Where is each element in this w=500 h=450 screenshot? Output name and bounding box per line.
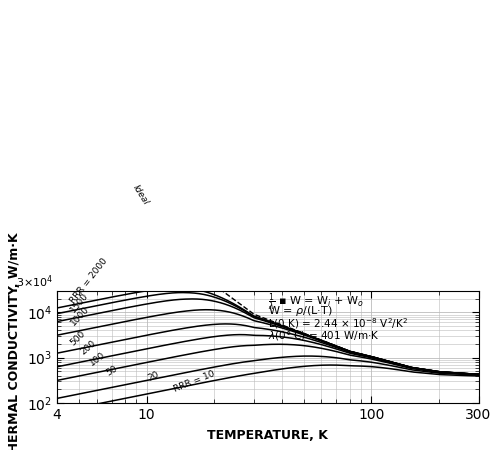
Text: 1000: 1000	[68, 305, 91, 328]
Text: L(0 K) = 2.44 × 10$^{-8}$ V$^2$/K$^2$: L(0 K) = 2.44 × 10$^{-8}$ V$^2$/K$^2$	[268, 317, 408, 332]
Text: $\lambda$(0° C) = 401 W/m·K: $\lambda$(0° C) = 401 W/m·K	[268, 329, 380, 342]
Text: $\frac{1}{\lambda}$ ▪ W = W$_i$ + W$_o$: $\frac{1}{\lambda}$ ▪ W = W$_i$ + W$_o$	[268, 292, 364, 314]
Text: 3$\times$10$^4$: 3$\times$10$^4$	[16, 274, 53, 290]
Text: 500: 500	[68, 329, 87, 348]
X-axis label: TEMPERATURE, K: TEMPERATURE, K	[208, 429, 328, 441]
Y-axis label: THERMAL CONDUCTIVITY, W/m·K: THERMAL CONDUCTIVITY, W/m·K	[8, 233, 22, 450]
Text: 50: 50	[104, 364, 119, 377]
Text: RRR = 10: RRR = 10	[172, 369, 216, 394]
Text: 1500: 1500	[68, 291, 90, 315]
Text: Ideal: Ideal	[130, 184, 150, 207]
Text: 100: 100	[88, 350, 108, 368]
Text: W = $\rho$/(L·T): W = $\rho$/(L·T)	[268, 304, 332, 318]
Text: 20: 20	[146, 369, 160, 382]
Text: RRR = 2000: RRR = 2000	[68, 256, 110, 305]
Text: 200: 200	[79, 338, 98, 356]
